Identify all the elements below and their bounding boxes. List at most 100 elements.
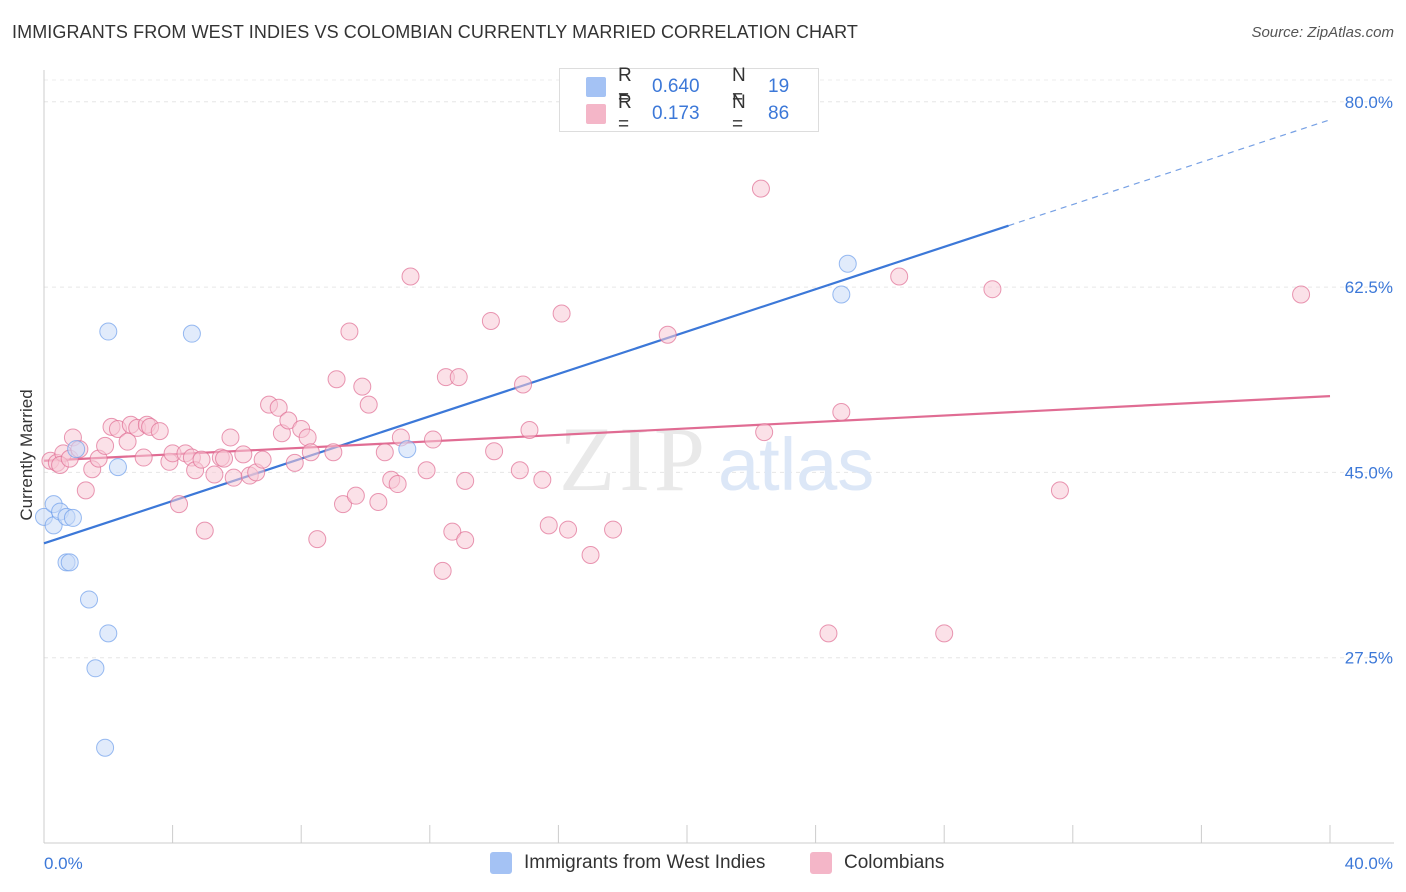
point-colombians bbox=[514, 375, 533, 394]
legend-n-value: 86 bbox=[768, 103, 790, 124]
point-colombians bbox=[298, 428, 317, 447]
point-colombians bbox=[481, 311, 500, 330]
point-west-indies bbox=[80, 590, 99, 609]
point-colombians bbox=[375, 443, 394, 462]
point-colombians bbox=[224, 468, 243, 487]
source-credit: Source: ZipAtlas.com bbox=[1251, 24, 1394, 41]
point-colombians bbox=[96, 436, 115, 455]
watermark-zip: ZIP bbox=[559, 408, 709, 510]
point-colombians bbox=[533, 470, 552, 489]
point-colombians bbox=[388, 475, 407, 494]
point-colombians bbox=[118, 432, 137, 451]
trendline-west-indies-extension bbox=[1008, 119, 1331, 227]
point-colombians bbox=[443, 522, 462, 541]
points-layer bbox=[35, 179, 1311, 757]
point-west-indies bbox=[63, 508, 82, 527]
point-colombians bbox=[983, 280, 1002, 299]
point-colombians bbox=[327, 370, 346, 389]
legend-r-label: R = bbox=[618, 92, 632, 135]
point-colombians bbox=[449, 368, 468, 387]
point-colombians bbox=[755, 423, 774, 442]
point-colombians bbox=[510, 461, 529, 480]
point-colombians bbox=[433, 561, 452, 580]
point-colombians bbox=[559, 520, 578, 539]
legend-swatch-west-indies bbox=[586, 77, 606, 97]
point-west-indies bbox=[96, 738, 115, 757]
point-colombians bbox=[424, 430, 443, 449]
trendline-colombians bbox=[43, 395, 1331, 462]
legend-r-value: 0.173 bbox=[652, 103, 700, 124]
point-west-indies bbox=[86, 659, 105, 678]
point-colombians bbox=[604, 520, 623, 539]
point-colombians bbox=[819, 624, 838, 643]
point-colombians bbox=[658, 325, 677, 344]
point-colombians bbox=[195, 521, 214, 540]
point-colombians bbox=[935, 624, 954, 643]
point-colombians bbox=[751, 179, 770, 198]
y-tick-label: 80.0% bbox=[1345, 93, 1393, 112]
point-colombians bbox=[581, 545, 600, 564]
point-colombians bbox=[552, 304, 571, 323]
x-tick-label: 0.0% bbox=[44, 854, 83, 873]
tick-label-layer: 27.5% 45.0% 62.5% 80.0% 0.0% 40.0% bbox=[44, 93, 1393, 873]
point-colombians bbox=[401, 267, 420, 286]
point-colombians bbox=[369, 493, 388, 512]
legend-n-value: 19 bbox=[768, 76, 790, 97]
point-west-indies bbox=[398, 440, 417, 459]
point-colombians bbox=[456, 471, 475, 490]
point-colombians bbox=[359, 395, 378, 414]
series-label-west-indies: Immigrants from West Indies bbox=[524, 852, 766, 873]
point-west-indies bbox=[182, 324, 201, 343]
x-tick-label: 40.0% bbox=[1345, 854, 1393, 873]
axis-layer bbox=[43, 70, 1394, 844]
series-label-colombians: Colombians bbox=[844, 852, 945, 873]
point-colombians bbox=[279, 411, 298, 430]
legend-r-label: R = bbox=[618, 65, 632, 108]
series-legend-west-indies[interactable]: Immigrants from West Indies bbox=[490, 852, 765, 874]
point-colombians bbox=[333, 495, 352, 514]
point-colombians bbox=[269, 398, 288, 417]
series-legend-colombians[interactable]: Colombians bbox=[810, 852, 944, 874]
series-legend: Immigrants from West Indies Colombians bbox=[0, 852, 1406, 878]
point-colombians bbox=[192, 450, 211, 469]
point-colombians bbox=[308, 530, 327, 549]
legend-n-label: N = bbox=[732, 92, 746, 135]
series-swatch-colombians bbox=[810, 852, 832, 874]
point-colombians bbox=[346, 486, 365, 505]
point-west-indies bbox=[60, 553, 79, 572]
point-west-indies bbox=[838, 254, 857, 273]
point-colombians bbox=[285, 453, 304, 472]
point-colombians bbox=[353, 377, 372, 396]
point-west-indies bbox=[67, 440, 86, 459]
point-colombians bbox=[221, 428, 240, 447]
point-colombians bbox=[539, 516, 558, 535]
point-west-indies bbox=[99, 624, 118, 643]
point-colombians bbox=[417, 461, 436, 480]
grid-layer bbox=[44, 79, 1394, 659]
watermark-atlas: atlas bbox=[718, 423, 874, 506]
point-colombians bbox=[234, 445, 253, 464]
point-colombians bbox=[301, 443, 320, 462]
point-colombians bbox=[485, 442, 504, 461]
point-colombians bbox=[456, 531, 475, 550]
point-colombians bbox=[890, 267, 909, 286]
watermark: ZIP atlas bbox=[559, 408, 874, 510]
point-colombians bbox=[134, 448, 153, 467]
legend-n-label: N = bbox=[732, 65, 746, 108]
point-colombians bbox=[205, 465, 224, 484]
correlation-legend: R = 0.640 N = 19 R = 0.173 N = 86 bbox=[559, 65, 819, 135]
point-colombians bbox=[1050, 481, 1069, 500]
point-colombians bbox=[215, 449, 234, 468]
point-colombians bbox=[520, 421, 539, 440]
legend-r-value: 0.640 bbox=[652, 76, 700, 97]
point-colombians bbox=[150, 422, 169, 441]
point-colombians bbox=[1292, 285, 1311, 304]
series-swatch-west-indies bbox=[490, 852, 512, 874]
point-colombians bbox=[76, 481, 95, 500]
chart-title: IMMIGRANTS FROM WEST INDIES VS COLOMBIAN… bbox=[12, 22, 859, 42]
point-colombians bbox=[340, 322, 359, 341]
point-west-indies bbox=[832, 285, 851, 304]
point-west-indies bbox=[99, 322, 118, 341]
point-colombians bbox=[832, 403, 851, 422]
